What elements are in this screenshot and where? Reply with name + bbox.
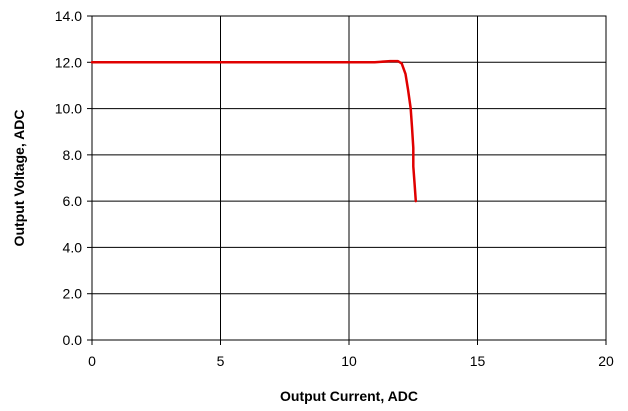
x-axis-title: Output Current, ADC <box>280 388 418 404</box>
series-group <box>90 59 418 203</box>
y-tick-label: 14.0 <box>55 8 82 24</box>
y-tick-label: 0.0 <box>63 332 83 348</box>
x-tick-label: 15 <box>470 353 486 369</box>
y-axis-title: Output Voltage, ADC <box>11 110 27 247</box>
y-tick-labels: 0.0 2.0 4.0 6.0 8.0 10.0 12.0 14.0 <box>55 8 92 348</box>
y-tick-label: 12.0 <box>55 54 82 70</box>
x-tick-label: 20 <box>598 353 614 369</box>
y-tick-label: 2.0 <box>63 286 83 302</box>
x-tick-label: 10 <box>341 353 357 369</box>
y-tick-label: 4.0 <box>63 239 83 255</box>
y-tick-label: 8.0 <box>63 147 83 163</box>
x-tick-label: 0 <box>88 353 96 369</box>
grid-lines <box>91 15 607 341</box>
series-line <box>90 59 418 203</box>
x-tick-label: 5 <box>217 353 225 369</box>
x-tick-labels: 0 5 10 15 20 <box>88 340 614 369</box>
y-tick-label: 10.0 <box>55 101 82 117</box>
y-tick-label: 6.0 <box>63 193 83 209</box>
